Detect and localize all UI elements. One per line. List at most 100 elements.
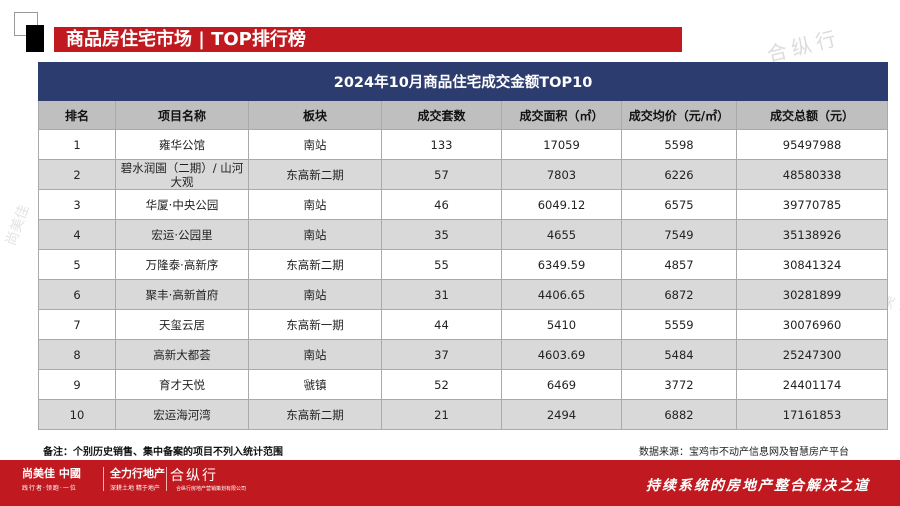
footer-slogan: 持续系统的房地产整合解决之道 [646, 478, 870, 494]
footer-divider [166, 467, 167, 491]
cell-units: 57 [381, 159, 502, 190]
column-header-avg-price: 成交均价（元/㎡） [621, 100, 737, 130]
cell-total: 48580338 [735, 159, 889, 190]
cell-total: 24401174 [735, 369, 889, 400]
cell-units: 133 [381, 129, 502, 160]
cell-rank: 4 [38, 219, 116, 250]
cell-units: 37 [381, 339, 502, 370]
cell-area: 5410 [501, 309, 622, 340]
cell-rank: 7 [38, 309, 116, 340]
cell-units: 35 [381, 219, 502, 250]
cell-district: 南站 [248, 129, 382, 160]
cell-total: 30076960 [735, 309, 889, 340]
cell-area: 17059 [501, 129, 622, 160]
cell-units: 55 [381, 249, 502, 280]
cell-rank: 10 [38, 399, 116, 430]
table-caption: 2024年10月商品住宅成交金额TOP10 [37, 62, 889, 101]
page-title: 商品房住宅市场 | TOP排行榜 [66, 29, 306, 50]
cell-area: 4406.65 [501, 279, 622, 310]
cell-rank: 5 [38, 249, 116, 280]
cell-area: 6469 [501, 369, 622, 400]
cell-avg-price: 5598 [621, 129, 737, 160]
cell-rank: 2 [38, 159, 116, 190]
footer-bar [0, 460, 900, 506]
cell-units: 46 [381, 189, 502, 220]
cell-avg-price: 5559 [621, 309, 737, 340]
logo-hezongxing: 合纵行 [170, 468, 218, 484]
column-header-area: 成交面积（㎡） [501, 100, 622, 130]
logo-shangmeijia-tagline: 践行者·领跑·一位 [22, 485, 77, 492]
table-row: 10 宏运海河湾 东高新二期 21 2494 6882 17161853 [38, 399, 889, 430]
cell-units: 31 [381, 279, 502, 310]
ranking-table-container: 2024年10月商品住宅成交金额TOP10 排名 项目名称 板块 成交套数 成交… [37, 62, 889, 430]
data-source: 数据来源：宝鸡市不动产信息网及智慧房产平台 [639, 447, 849, 458]
logo-quanlixing: 全力行地产 [110, 467, 165, 480]
table-row: 3 华厦·中央公园 南站 46 6049.12 6575 39770785 [38, 189, 889, 220]
table-row: 2 碧水润園（二期）/ 山河大观 东高新二期 57 7803 6226 4858… [38, 159, 889, 190]
cell-project: 聚丰·高新首府 [115, 279, 249, 310]
table-row: 1 雍华公馆 南站 133 17059 5598 95497988 [38, 129, 889, 160]
cell-area: 7803 [501, 159, 622, 190]
column-header-units: 成交套数 [381, 100, 502, 130]
table-row: 5 万隆泰·高新序 东高新二期 55 6349.59 4857 30841324 [38, 249, 889, 280]
cell-district: 东高新二期 [248, 399, 382, 430]
footer-divider [103, 467, 104, 491]
cell-project: 万隆泰·高新序 [115, 249, 249, 280]
cell-district: 东高新二期 [248, 249, 382, 280]
cell-project: 天玺云居 [115, 309, 249, 340]
cell-avg-price: 6872 [621, 279, 737, 310]
watermark-left: 尚美佳 [3, 202, 33, 248]
cell-total: 95497988 [735, 129, 889, 160]
ranking-table: 2024年10月商品住宅成交金额TOP10 排名 项目名称 板块 成交套数 成交… [37, 62, 889, 430]
column-header-total: 成交总额（元） [735, 100, 889, 130]
cell-district: 南站 [248, 339, 382, 370]
table-row: 7 天玺云居 东高新一期 44 5410 5559 30076960 [38, 309, 889, 340]
cell-project: 宏运·公园里 [115, 219, 249, 250]
cell-total: 17161853 [735, 399, 889, 430]
cell-units: 52 [381, 369, 502, 400]
table-header-row: 排名 项目名称 板块 成交套数 成交面积（㎡） 成交均价（元/㎡） 成交总额（元… [38, 100, 889, 130]
cell-total: 39770785 [735, 189, 889, 220]
cell-avg-price: 7549 [621, 219, 737, 250]
cell-district: 南站 [248, 279, 382, 310]
cell-project: 宏运海河湾 [115, 399, 249, 430]
cell-total: 35138926 [735, 219, 889, 250]
cell-area: 4655 [501, 219, 622, 250]
cell-rank: 1 [38, 129, 116, 160]
cell-rank: 3 [38, 189, 116, 220]
cell-project: 高新大都荟 [115, 339, 249, 370]
cell-area: 4603.69 [501, 339, 622, 370]
cell-project: 碧水润園（二期）/ 山河大观 [115, 159, 249, 190]
table-row: 8 高新大都荟 南站 37 4603.69 5484 25247300 [38, 339, 889, 370]
cell-units: 21 [381, 399, 502, 430]
logo-quanlixing-tagline: 深耕土地 精于地产 [110, 485, 160, 492]
cell-avg-price: 5484 [621, 339, 737, 370]
logo-hezongxing-tagline: 合纵行房地产营销策划有限公司 [176, 486, 247, 492]
cell-area: 6049.12 [501, 189, 622, 220]
cell-units: 44 [381, 309, 502, 340]
cell-district: 虢镇 [248, 369, 382, 400]
cell-rank: 9 [38, 369, 116, 400]
cell-avg-price: 6226 [621, 159, 737, 190]
cell-project: 雍华公馆 [115, 129, 249, 160]
cell-avg-price: 6575 [621, 189, 737, 220]
cell-total: 30281899 [735, 279, 889, 310]
cell-district: 南站 [248, 219, 382, 250]
column-header-rank: 排名 [38, 100, 116, 130]
cell-district: 东高新一期 [248, 309, 382, 340]
watermark-top-right: 合纵行 [764, 25, 844, 67]
cell-area: 6349.59 [501, 249, 622, 280]
cell-district: 东高新二期 [248, 159, 382, 190]
cell-district: 南站 [248, 189, 382, 220]
table-row: 4 宏运·公园里 南站 35 4655 7549 35138926 [38, 219, 889, 250]
decorative-black-block [26, 25, 44, 52]
table-row: 9 育才天悦 虢镇 52 6469 3772 24401174 [38, 369, 889, 400]
title-bar [54, 27, 682, 52]
cell-project: 华厦·中央公园 [115, 189, 249, 220]
column-header-project: 项目名称 [115, 100, 249, 130]
cell-rank: 8 [38, 339, 116, 370]
column-header-district: 板块 [248, 100, 382, 130]
cell-project: 育才天悦 [115, 369, 249, 400]
table-row: 6 聚丰·高新首府 南站 31 4406.65 6872 30281899 [38, 279, 889, 310]
cell-rank: 6 [38, 279, 116, 310]
